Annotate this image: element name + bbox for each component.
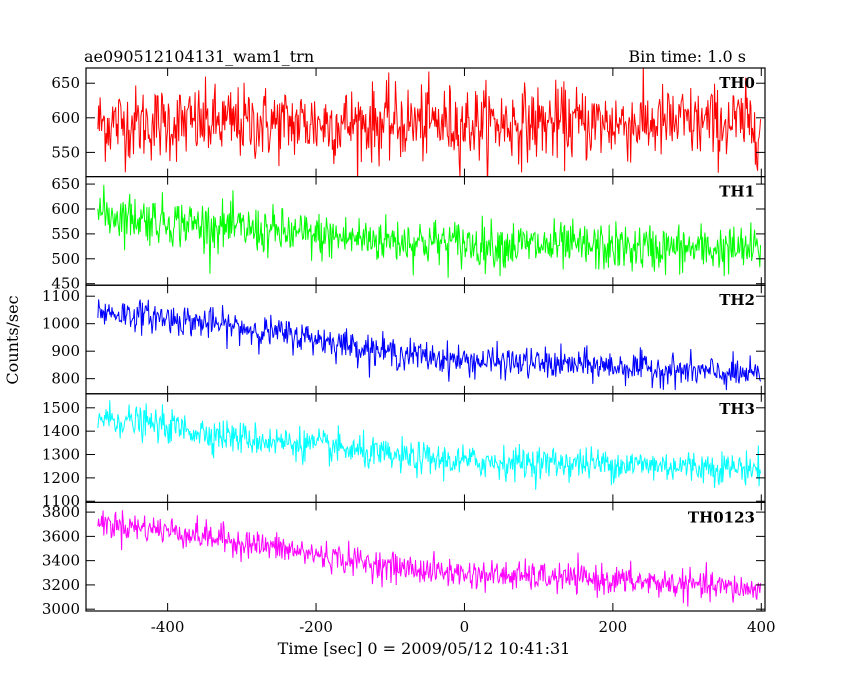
series-line-th0 (97, 68, 762, 177)
y-tick-label-th2: 1000 (42, 315, 80, 333)
panels-group: 550 600 650 TH0 450 500 550 600 650 TH1 800 900 1000… (42, 67, 776, 636)
panel-label-th2: TH2 (719, 291, 755, 309)
y-tick-label-th0: 650 (51, 74, 80, 92)
x-tick-label: 200 (599, 618, 628, 636)
panel-label-th0123: TH0123 (688, 508, 755, 526)
panel-frame-th3 (85, 393, 766, 503)
y-tick-label-th1: 600 (51, 200, 80, 218)
chart-title: ae090512104131_wam1_trn (84, 47, 314, 66)
y-axis-label: Counts/sec (3, 295, 22, 384)
x-tick-label: 0 (460, 618, 470, 636)
y-tick-label-th0123: 3200 (42, 576, 80, 594)
y-tick-label-th3: 1500 (42, 399, 80, 417)
panel-label-th3: TH3 (719, 400, 755, 418)
y-tick-label-th3: 1200 (42, 469, 80, 487)
x-tick-label: -400 (151, 618, 185, 636)
y-tick-label-th2: 1100 (42, 287, 80, 305)
y-tick-label-th3: 1300 (42, 446, 80, 464)
panel-label-th1: TH1 (719, 183, 755, 201)
y-tick-label-th1: 550 (51, 225, 80, 243)
y-tick-label-th0: 550 (51, 143, 80, 161)
series-line-th1 (97, 184, 762, 278)
y-tick-label-th1: 500 (51, 250, 80, 268)
y-tick-label-th2: 800 (51, 370, 80, 388)
y-tick-label-th3: 1400 (42, 422, 80, 440)
panel-frame-th0123 (85, 501, 766, 612)
x-axis-label: Time [sec] 0 = 2009/05/12 10:41:31 (278, 639, 571, 658)
x-tick-label: -200 (299, 618, 333, 636)
panel-label-th0: TH0 (719, 74, 755, 92)
y-tick-label-th3: 1100 (42, 492, 80, 510)
bin-time-label: Bin time: 1.0 s (628, 47, 746, 66)
y-tick-label-th0123: 3600 (42, 527, 80, 545)
series-line-th2 (97, 299, 762, 391)
series-line-th3 (97, 400, 762, 490)
y-tick-label-th2: 900 (51, 342, 80, 360)
x-tick-label: 400 (747, 618, 776, 636)
y-tick-label-th0123: 3000 (42, 600, 80, 618)
y-tick-label-th1: 650 (51, 175, 80, 193)
y-tick-label-th1: 450 (51, 275, 80, 293)
y-tick-label-th0123: 3800 (42, 503, 80, 521)
series-line-th0123 (97, 510, 762, 607)
y-tick-label-th0: 600 (51, 109, 80, 127)
y-tick-label-th0123: 3400 (42, 552, 80, 570)
